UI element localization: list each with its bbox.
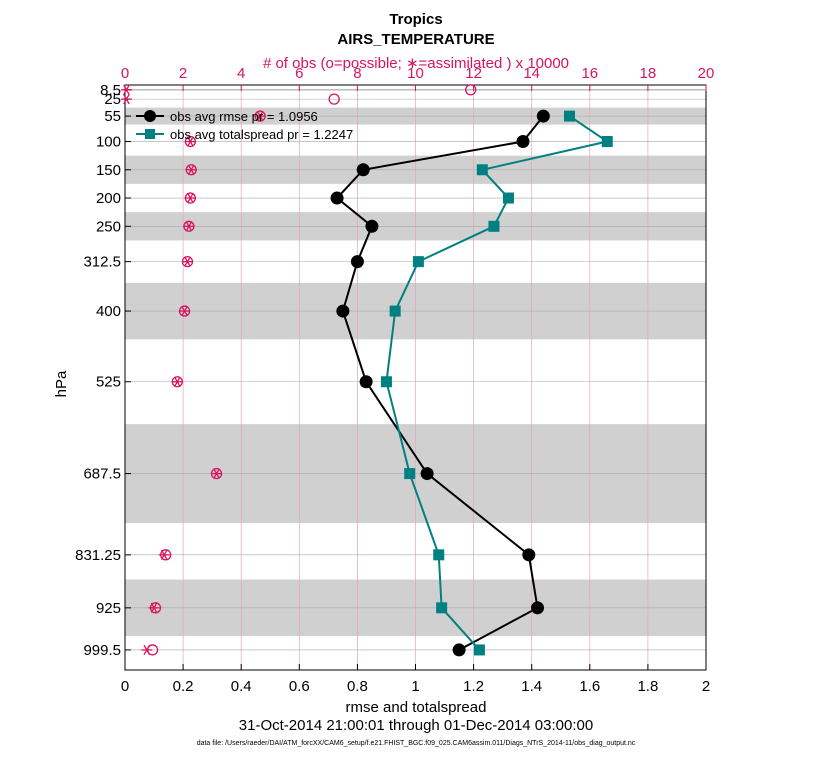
x-tick-label: 0.2 (173, 678, 194, 695)
legend-label: obs avg rmse pr = 1.0956 (170, 109, 318, 124)
obs-assimilated-marker (211, 468, 223, 479)
y-tick-label: 250 (96, 218, 121, 235)
x-tick-label: 2 (702, 678, 710, 695)
rmse-point (516, 135, 530, 149)
totalspread-point (433, 549, 445, 561)
y-axis-label: hPa (53, 370, 70, 397)
x-tick-label: 0 (121, 678, 129, 695)
y-tick-label: 150 (96, 162, 121, 179)
obs-assimilated-marker (254, 110, 266, 122)
obs-assimilated-marker (148, 602, 160, 613)
rmse-point (420, 467, 434, 481)
rmse-point (536, 109, 550, 123)
x-tick-label: 0.8 (347, 678, 368, 695)
totalspread-point (601, 136, 613, 148)
x-tick-label: 1 (411, 678, 419, 695)
obs-assimilated-marker (141, 644, 153, 656)
y-tick-label: 200 (96, 190, 121, 207)
top-tick-label: 10 (407, 65, 424, 82)
rmse-point (365, 219, 379, 233)
x-tick-label: 1.4 (521, 678, 542, 695)
data-file-path: data file: /Users/raeder/DAI/ATM_forcXX/… (197, 740, 636, 747)
top-tick-label: 2 (179, 65, 187, 82)
obs-assimilated-marker (185, 164, 197, 175)
legend-label: obs avg totalspread pr = 1.2247 (170, 127, 353, 142)
totalspread-point (389, 305, 401, 317)
rmse-point (531, 601, 545, 615)
obs-assimilated-marker (171, 376, 183, 387)
top-axis-label: # of obs (o=possible; ∗=assimilated ) x … (263, 55, 569, 72)
top-tick-label: 4 (237, 65, 245, 82)
x-tick-label: 0.4 (231, 678, 252, 695)
y-tick-label: 925 (96, 600, 121, 617)
rmse-point (359, 375, 373, 389)
obs-assimilated-marker (179, 305, 191, 317)
totalspread-point (476, 164, 488, 176)
y-tick-label: 55 (104, 108, 121, 125)
top-tick-label: 8 (353, 65, 361, 82)
legend-marker-square (145, 129, 155, 139)
obs-assimilated-marker (120, 84, 132, 95)
obs-possible-marker (328, 93, 340, 105)
top-tick-label: 12 (465, 65, 482, 82)
series (330, 109, 613, 657)
rmse-point (522, 548, 536, 562)
y-tick-label: 999.5 (83, 642, 121, 659)
top-tick-label: 20 (698, 65, 715, 82)
totalspread-point (563, 110, 575, 122)
y-tick-label: 687.5 (83, 466, 121, 483)
y-tick-label: 312.5 (83, 254, 121, 271)
x-tick-label: 1.6 (579, 678, 600, 695)
series-line-obs-avg-rmse (335, 115, 545, 651)
top-tick-label: 18 (640, 65, 657, 82)
obs-assimilated-marker (120, 94, 132, 105)
obs-assimilated-marker (183, 221, 195, 232)
rmse-point (330, 191, 344, 205)
legend: obs avg rmse pr = 1.0956 obs avg totalspr… (136, 109, 353, 142)
totalspread-point (380, 376, 392, 388)
chart-subtitle: AIRS_TEMPERATURE (337, 31, 494, 48)
x-tick-label: 0.6 (289, 678, 310, 695)
obs-assimilated-marker (184, 192, 196, 204)
obs-assimilated-marker (158, 549, 170, 560)
x-tick-label: 1.8 (637, 678, 658, 695)
obs-assimilated-marker (184, 136, 196, 147)
chart-title: Tropics (389, 11, 442, 28)
series-line-obs-avg-totalspread (385, 115, 610, 651)
top-tick-label: 14 (523, 65, 540, 82)
rmse-point (452, 643, 466, 657)
y-tick-label: 400 (96, 303, 121, 320)
y-tick-label: 831.25 (75, 547, 121, 564)
totalspread-point (404, 468, 416, 480)
top-tick-label: 0 (121, 65, 129, 82)
x-axis-label: rmse and totalspread (346, 699, 487, 716)
rmse-point (350, 255, 364, 269)
top-tick-label: 16 (581, 65, 598, 82)
x-tick-label: 1.2 (463, 678, 484, 695)
top-tick-label: 6 (295, 65, 303, 82)
totalspread-point (436, 602, 448, 614)
y-tick-label: 525 (96, 374, 121, 391)
totalspread-point (473, 644, 485, 656)
y-tick-label: 100 (96, 134, 121, 151)
obs-possible-marker (465, 84, 477, 96)
rmse-point (336, 304, 350, 318)
time-range: 31-Oct-2014 21:00:01 through 01-Dec-2014… (239, 717, 593, 734)
y-tick-label: 8.5 (100, 82, 121, 99)
totalspread-point (412, 256, 424, 268)
obs-count-markers (120, 84, 477, 656)
obs-assimilated-marker (181, 256, 193, 267)
legend-marker-circle (144, 110, 156, 122)
ticks: 0 0.2 0.4 0.6 0.8 1 1.2 1.4 1.6 1.8 20 2 4 6 8 10 12 14 16… (75, 65, 714, 695)
totalspread-point (502, 192, 514, 204)
rmse-point (356, 163, 370, 177)
totalspread-point (488, 220, 500, 232)
y-tick-label: 25 (104, 91, 121, 108)
